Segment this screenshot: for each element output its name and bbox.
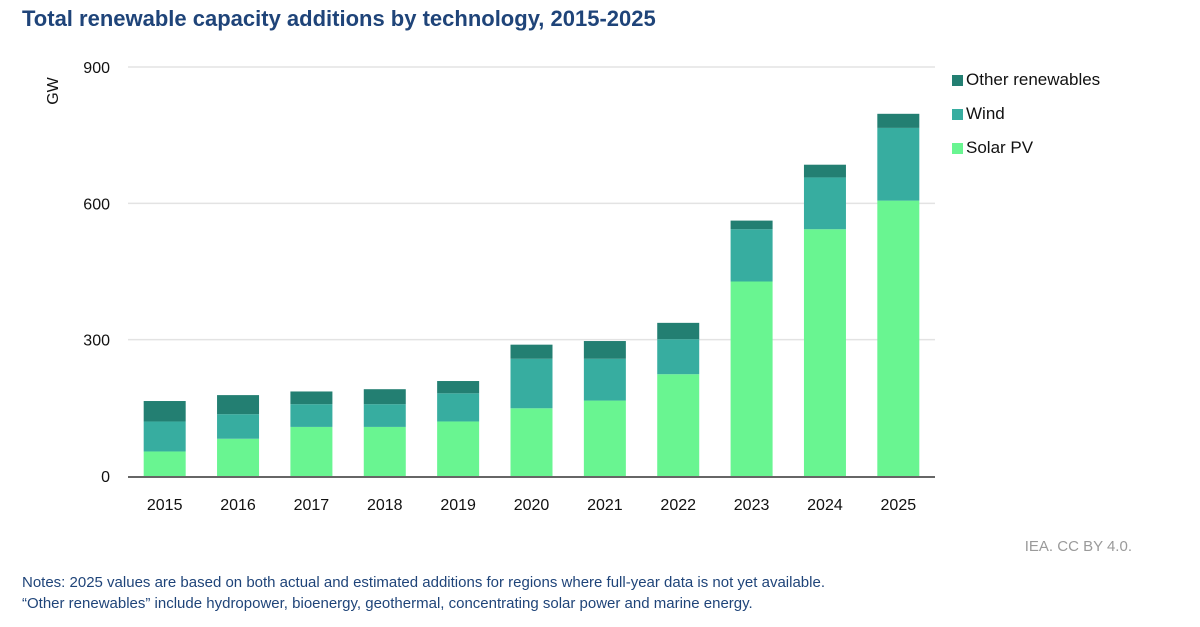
legend-swatch	[952, 143, 963, 154]
bar-segment-other-renewables	[217, 395, 260, 415]
chart-notes: Notes: 2025 values are based on both act…	[22, 572, 825, 614]
bar-segment-wind	[290, 404, 333, 427]
x-tick-label: 2015	[147, 497, 183, 514]
bar-segment-wind	[583, 358, 626, 401]
bar-segment-solar-pv	[217, 438, 260, 476]
bar-segment-other-renewables	[363, 389, 406, 405]
x-tick-label: 2018	[367, 497, 403, 514]
bar-segment-other-renewables	[730, 220, 773, 230]
x-tick-label: 2022	[660, 497, 696, 514]
chart-title: Total renewable capacity additions by te…	[22, 6, 656, 31]
x-tick-label: 2020	[514, 497, 550, 514]
bar-segment-wind	[510, 358, 553, 409]
bar-segment-wind	[803, 177, 846, 230]
x-tick-label: 2019	[440, 497, 476, 514]
bar-segment-wind	[877, 127, 920, 201]
x-tick-label: 2023	[734, 497, 770, 514]
note-line: Notes: 2025 values are based on both act…	[22, 574, 825, 591]
bar-segment-solar-pv	[290, 426, 333, 476]
x-tick-label: 2024	[807, 497, 843, 514]
bar-segment-other-renewables	[143, 401, 186, 422]
source-credit: IEA. CC BY 4.0.	[1024, 538, 1132, 555]
bar-segment-other-renewables	[290, 391, 333, 405]
bar-segment-solar-pv	[143, 451, 186, 476]
bar-segment-solar-pv	[510, 408, 553, 476]
bar-segment-solar-pv	[583, 400, 626, 476]
bar-segment-wind	[217, 414, 260, 439]
bar-segment-other-renewables	[877, 113, 920, 128]
bar-segment-solar-pv	[877, 200, 920, 476]
bar-segment-wind	[657, 339, 700, 375]
bar-segment-other-renewables	[510, 344, 553, 359]
legend-swatch	[952, 109, 963, 120]
bar-segment-wind	[143, 421, 186, 452]
bar-segment-solar-pv	[437, 421, 480, 476]
y-axis-label: GW	[45, 76, 62, 104]
legend-label: Solar PV	[966, 138, 1034, 157]
bar-segment-other-renewables	[803, 164, 846, 178]
y-tick-label: 0	[101, 469, 110, 486]
bar-segment-other-renewables	[583, 341, 626, 359]
legend-swatch	[952, 75, 963, 86]
x-tick-label: 2016	[220, 497, 256, 514]
x-tick-label: 2021	[587, 497, 623, 514]
bar-segment-wind	[730, 229, 773, 282]
bar-segment-wind	[437, 393, 480, 422]
x-tick-label: 2017	[294, 497, 330, 514]
y-tick-label: 300	[83, 333, 110, 350]
bar-segment-solar-pv	[363, 426, 406, 476]
bar-segment-other-renewables	[657, 322, 700, 340]
legend-label: Wind	[966, 104, 1005, 123]
bar-segment-wind	[363, 404, 406, 427]
bar-segment-solar-pv	[730, 281, 773, 476]
bar-segment-solar-pv	[803, 229, 846, 476]
y-tick-label: 600	[83, 196, 110, 213]
bar-segment-solar-pv	[657, 374, 700, 476]
bar-segment-other-renewables	[437, 381, 480, 394]
note-line: “Other renewables” include hydropower, b…	[22, 595, 753, 612]
legend-label: Other renewables	[966, 70, 1100, 89]
y-tick-label: 900	[83, 60, 110, 77]
x-tick-label: 2025	[881, 497, 917, 514]
